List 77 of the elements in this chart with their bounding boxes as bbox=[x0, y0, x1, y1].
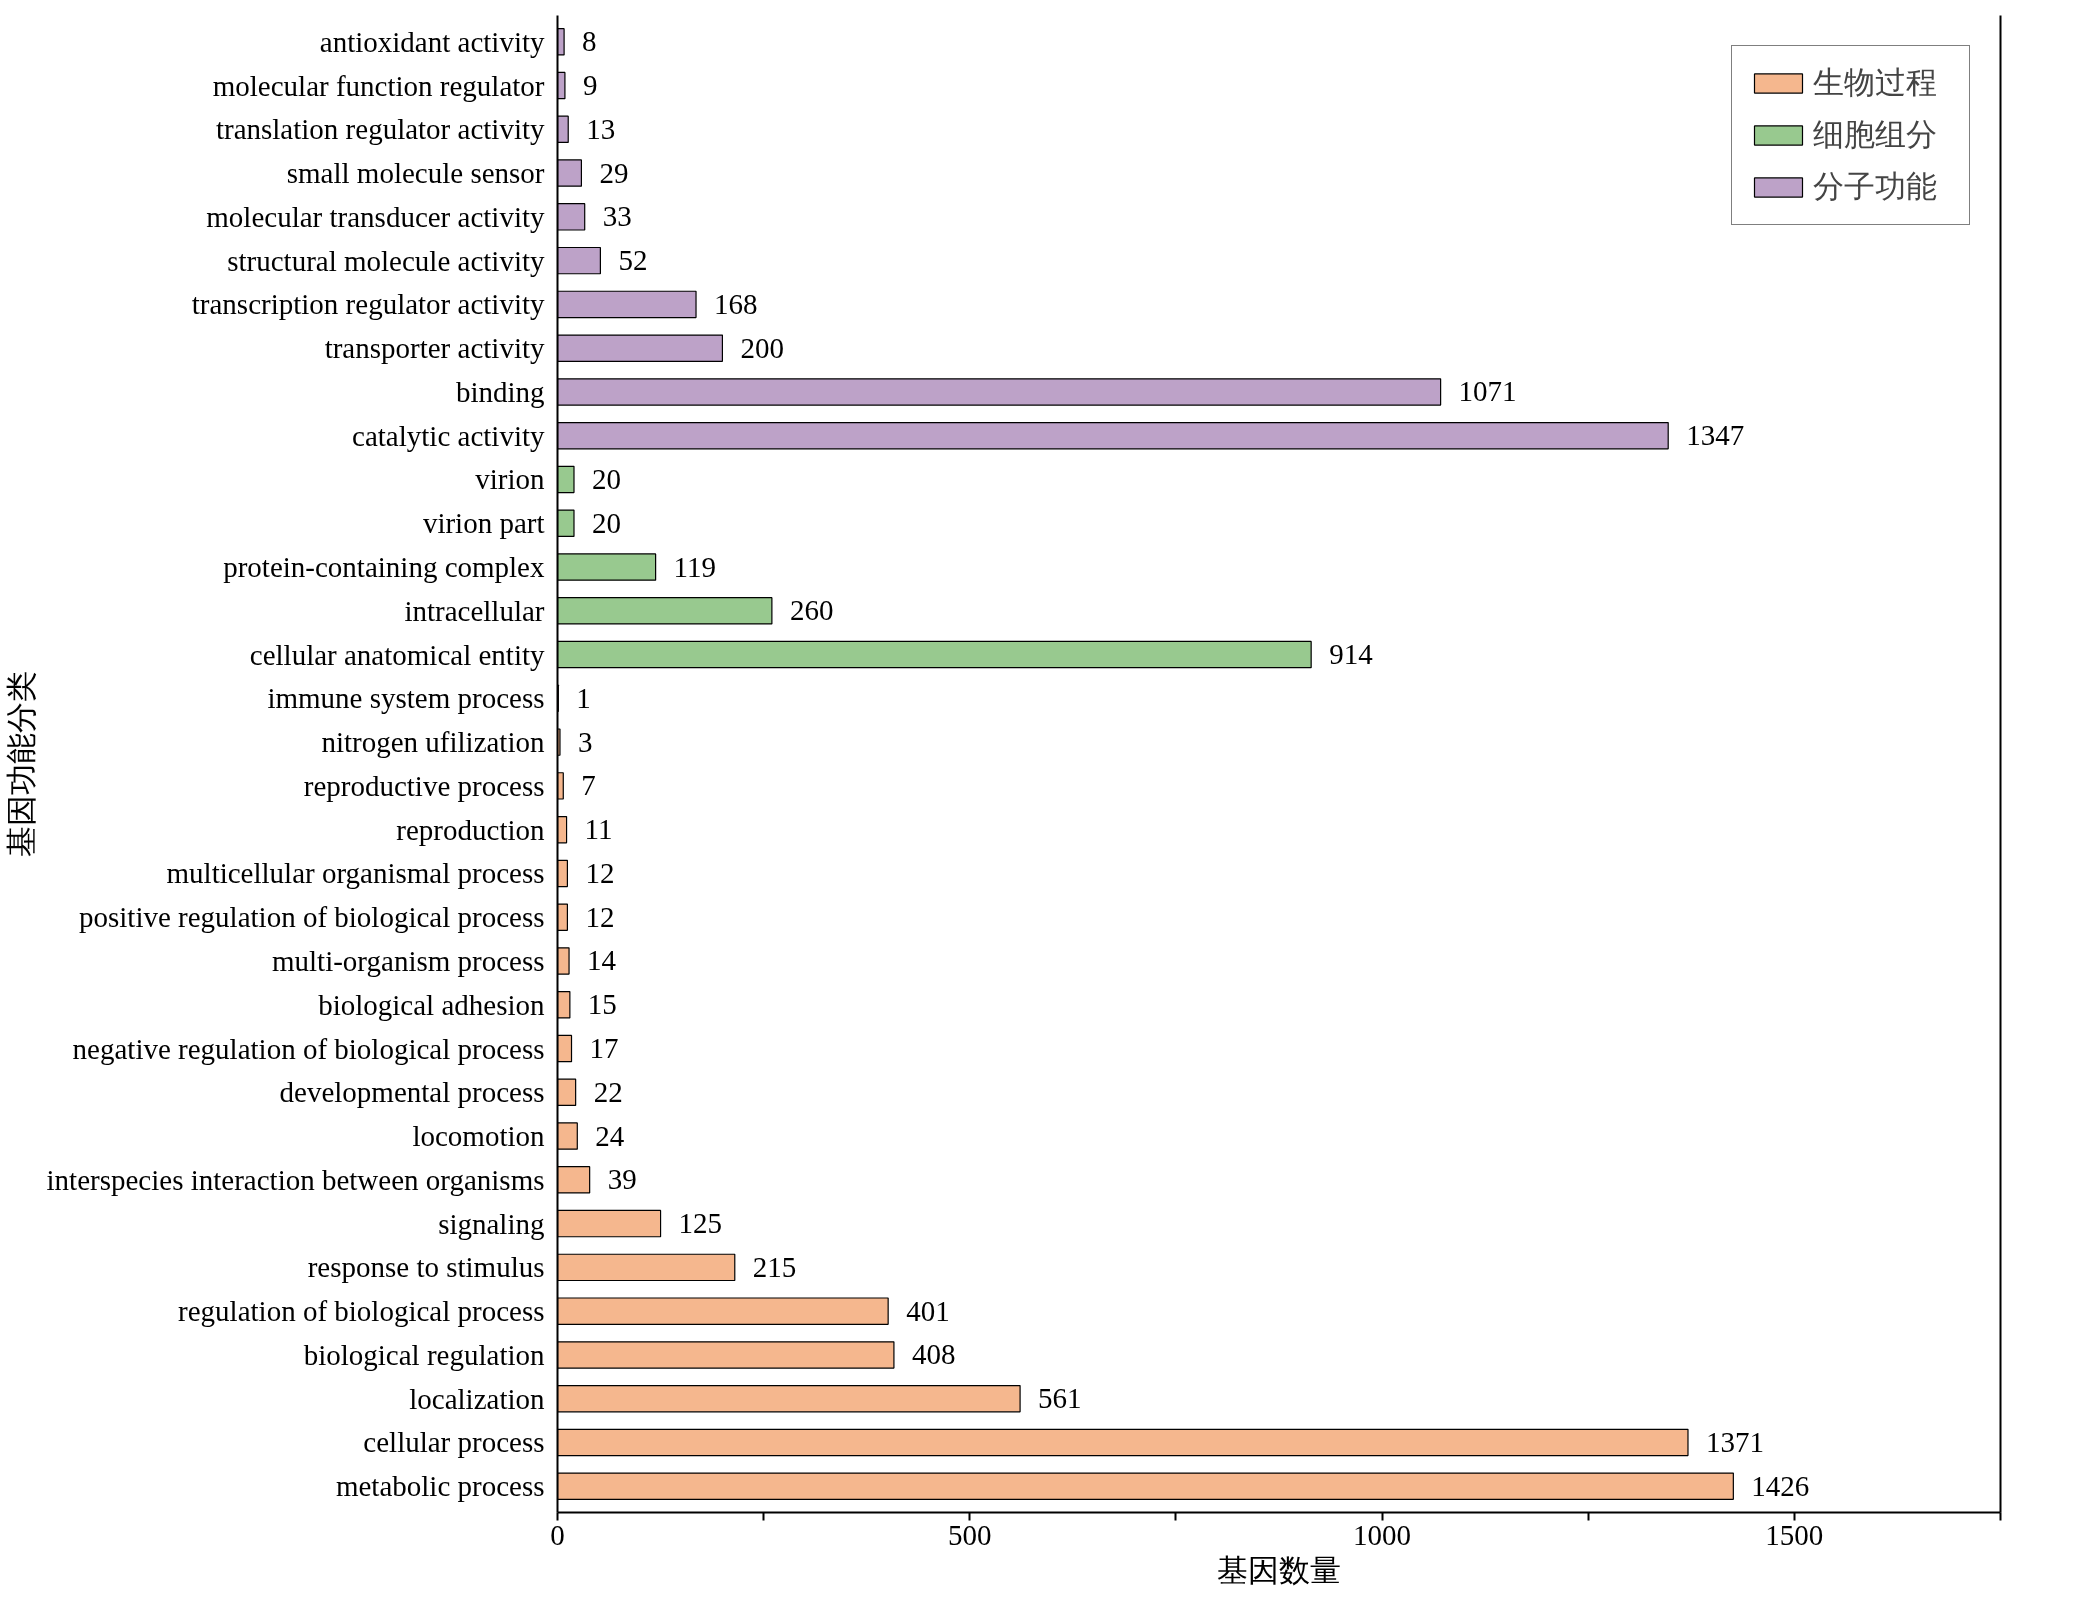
data-label: 52 bbox=[618, 244, 648, 277]
y-tick-label: positive regulation of biological process bbox=[79, 901, 545, 934]
y-tick-label: antioxidant activity bbox=[319, 25, 545, 58]
y-tick-label: reproductive process bbox=[303, 769, 545, 802]
data-label: 17 bbox=[589, 1032, 619, 1065]
y-tick-label: translation regulator activity bbox=[215, 113, 545, 146]
y-tick-label: cellular process bbox=[363, 1426, 545, 1459]
y-tick-label: structural molecule activity bbox=[227, 244, 545, 277]
y-tick-label: transcription regulator activity bbox=[191, 288, 545, 321]
y-tick-label: binding bbox=[455, 375, 545, 408]
data-label: 561 bbox=[1038, 1382, 1082, 1415]
data-label: 3 bbox=[577, 725, 593, 758]
data-label: 20 bbox=[591, 462, 621, 495]
y-tick-label: molecular transducer activity bbox=[206, 200, 545, 233]
y-tick-label: response to stimulus bbox=[307, 1251, 545, 1284]
data-label: 7 bbox=[581, 769, 596, 802]
data-label: 11 bbox=[584, 813, 613, 846]
y-tick-label: biological regulation bbox=[303, 1338, 545, 1371]
data-label: 33 bbox=[602, 200, 632, 233]
x-tick-label: 0 bbox=[550, 1518, 565, 1551]
y-tick-label: protein-containing complex bbox=[223, 551, 545, 584]
y-tick-label: molecular function regulator bbox=[212, 69, 545, 102]
data-label: 168 bbox=[714, 287, 758, 320]
data-label: 1426 bbox=[1751, 1469, 1810, 1502]
data-label: 15 bbox=[587, 988, 617, 1021]
data-label: 14 bbox=[587, 944, 617, 977]
legend-label: 分子功能 bbox=[1813, 168, 1938, 206]
y-tick-label: multi-organism process bbox=[271, 944, 545, 977]
y-tick-label: nitrogen ufilization bbox=[321, 726, 545, 759]
data-label: 39 bbox=[607, 1163, 637, 1196]
data-label: 215 bbox=[752, 1250, 797, 1283]
y-tick-label: biological adhesion bbox=[318, 988, 545, 1021]
x-tick-label: 500 bbox=[948, 1518, 992, 1551]
y-tick-label: immune system process bbox=[267, 682, 545, 715]
y-tick-label: reproduction bbox=[396, 813, 545, 846]
data-label: 9 bbox=[582, 69, 598, 102]
data-label: 29 bbox=[599, 156, 629, 189]
data-label: 260 bbox=[789, 594, 834, 627]
data-label: 119 bbox=[673, 550, 717, 583]
y-tick-label: regulation of biological process bbox=[178, 1295, 545, 1328]
y-tick-label: cellular anatomical entity bbox=[249, 638, 545, 671]
data-label: 1071 bbox=[1458, 375, 1517, 408]
legend-label: 生物过程 bbox=[1813, 64, 1938, 102]
data-label: 1371 bbox=[1705, 1425, 1764, 1458]
x-tick-label: 1000 bbox=[1353, 1518, 1412, 1551]
y-tick-label: signaling bbox=[438, 1207, 545, 1240]
data-label: 408 bbox=[911, 1338, 956, 1371]
data-label: 125 bbox=[678, 1207, 723, 1240]
y-tick-label: small molecule sensor bbox=[286, 157, 545, 190]
data-label: 8 bbox=[582, 25, 597, 58]
y-tick-label: interspecies interaction between organisms bbox=[46, 1163, 545, 1196]
y-tick-label: localization bbox=[409, 1382, 545, 1415]
y-tick-label: transporter activity bbox=[324, 332, 545, 365]
y-tick-label: intracellular bbox=[404, 594, 545, 627]
data-label: 22 bbox=[593, 1075, 623, 1108]
y-tick-label: negative regulation of biological process bbox=[72, 1032, 545, 1065]
y-tick-label: multicellular organismal process bbox=[166, 857, 545, 890]
y-tick-label: locomotion bbox=[412, 1120, 545, 1153]
data-label: 24 bbox=[595, 1119, 625, 1152]
legend-label: 细胞组分 bbox=[1813, 116, 1938, 154]
data-label: 13 bbox=[586, 112, 616, 145]
data-label: 200 bbox=[740, 331, 784, 364]
y-axis-title: 基因功能分类 bbox=[3, 671, 39, 857]
y-tick-label: metabolic process bbox=[335, 1470, 545, 1503]
data-label: 12 bbox=[585, 900, 615, 933]
data-label: 12 bbox=[585, 856, 615, 889]
data-label: 1347 bbox=[1686, 419, 1745, 452]
x-axis-title: 基因数量 bbox=[1217, 1552, 1341, 1588]
y-tick-label: virion bbox=[475, 463, 545, 496]
data-label: 20 bbox=[591, 506, 621, 539]
data-label: 401 bbox=[906, 1294, 950, 1327]
y-tick-label: catalytic activity bbox=[352, 419, 545, 452]
data-label: 1 bbox=[576, 681, 591, 714]
data-label: 914 bbox=[1329, 638, 1374, 671]
x-tick-label: 1500 bbox=[1765, 1518, 1824, 1551]
y-tick-label: developmental process bbox=[279, 1076, 545, 1109]
y-tick-label: virion part bbox=[422, 507, 545, 540]
